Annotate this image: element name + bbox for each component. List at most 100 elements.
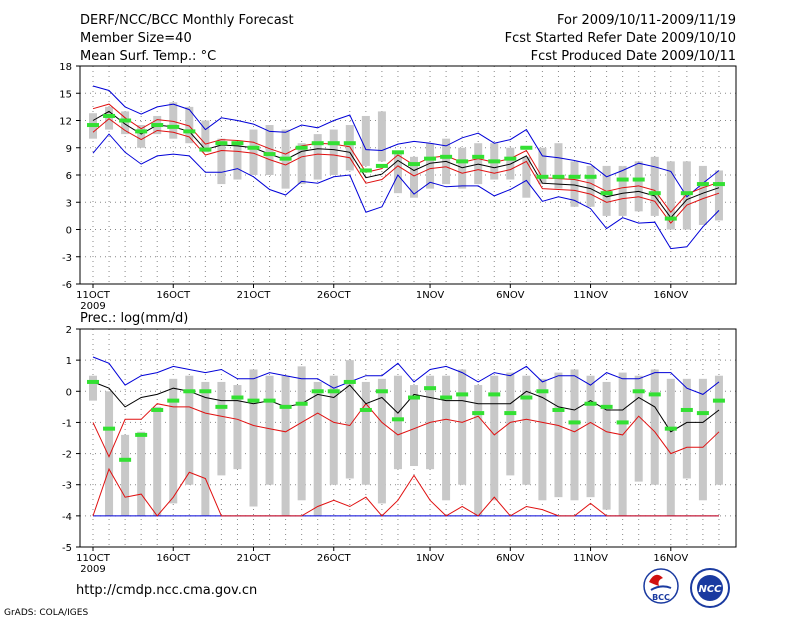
- ensemble-box: [682, 378, 691, 479]
- started-date: Fcst Started Refer Date 2009/10/10: [505, 31, 736, 46]
- green-mark: [696, 182, 709, 187]
- green-mark: [215, 141, 228, 146]
- green-mark: [664, 216, 677, 221]
- y-tick-label: 0: [66, 226, 72, 237]
- green-mark: [456, 392, 469, 397]
- ensemble-box: [313, 134, 322, 180]
- ensemble-box: [297, 143, 306, 185]
- plot-frame: [79, 328, 737, 548]
- green-mark: [472, 411, 485, 416]
- precip-variable-label: Prec.: log(mm/d): [80, 311, 188, 326]
- green-mark: [391, 150, 404, 155]
- x-tick-label: 1NOV: [416, 290, 445, 301]
- ensemble-box: [522, 375, 531, 485]
- ncc-logo-text: NCC: [698, 584, 722, 595]
- green-mark: [215, 404, 228, 409]
- upper-bound-line: [92, 103, 720, 213]
- x-tick-label: 11OCT: [76, 553, 111, 564]
- ensemble-box: [89, 375, 97, 401]
- ensemble-box: [682, 161, 691, 230]
- green-mark: [231, 395, 244, 400]
- green-mark: [375, 163, 388, 168]
- ensemble-box: [602, 381, 611, 510]
- green-mark: [520, 145, 533, 150]
- green-mark: [167, 124, 180, 129]
- y-tick-label: 18: [59, 62, 72, 73]
- ensemble-box: [105, 391, 114, 516]
- ensemble-box: [554, 372, 563, 498]
- ensemble-box: [522, 156, 531, 198]
- ensemble-mean-line: [92, 110, 720, 219]
- ensemble-box: [458, 369, 467, 485]
- green-mark: [568, 174, 581, 179]
- ensemble-box: [137, 431, 146, 516]
- lower-bound-line: [92, 118, 720, 224]
- ensemble-box: [554, 143, 563, 189]
- ensemble-box: [474, 385, 483, 516]
- ensemble-box: [570, 369, 579, 501]
- green-mark: [199, 147, 212, 152]
- ensemble-min-line: [92, 133, 720, 250]
- green-mark: [327, 389, 340, 394]
- y-tick-label: 3: [66, 198, 72, 209]
- green-mark: [135, 129, 148, 134]
- y-tick-label: 15: [59, 89, 72, 100]
- ensemble-box: [650, 369, 659, 485]
- y-tick-label: 2: [66, 325, 72, 336]
- member-size-label: Member Size=40: [80, 31, 192, 46]
- green-mark: [311, 141, 324, 146]
- green-mark: [424, 156, 437, 161]
- green-mark: [664, 426, 677, 431]
- ensemble-box: [121, 434, 130, 516]
- green-mark: [167, 398, 180, 403]
- bcc-logo: BCC: [643, 568, 679, 604]
- figure-title: DERF/NCC/BCC Monthly Forecast: [80, 13, 294, 28]
- green-mark: [279, 156, 292, 161]
- ensemble-box: [666, 161, 675, 230]
- green-mark: [472, 154, 485, 159]
- ensemble-box: [201, 381, 210, 516]
- green-mark: [119, 118, 132, 123]
- ensemble-box: [169, 102, 178, 139]
- y-tick-label: 6: [66, 171, 72, 182]
- x-tick-label: 21OCT: [237, 290, 272, 301]
- green-mark: [151, 123, 164, 128]
- x-tick-label: 6NOV: [496, 290, 525, 301]
- green-mark: [87, 123, 99, 128]
- ensemble-box: [618, 165, 627, 216]
- ensemble-box: [233, 143, 242, 180]
- x-tick-label: 11NOV: [573, 553, 608, 564]
- green-mark: [552, 407, 565, 412]
- green-mark: [119, 457, 132, 462]
- ensemble-max-line: [92, 356, 720, 395]
- x-year-label: 2009: [80, 564, 105, 575]
- ensemble-box: [538, 147, 547, 185]
- green-mark: [520, 395, 533, 400]
- ensemble-box: [281, 375, 290, 516]
- y-tick-label: -5: [62, 543, 72, 554]
- ensemble-mean-line: [92, 381, 720, 433]
- ensemble-box: [361, 381, 370, 485]
- green-mark: [183, 129, 196, 134]
- ensemble-box: [490, 375, 499, 501]
- y-tick-label: -1: [62, 418, 72, 429]
- lower-bound-line: [92, 467, 719, 517]
- x-tick-label: 26OCT: [317, 290, 352, 301]
- y-tick-label: 0: [66, 387, 72, 398]
- ensemble-box: [217, 381, 226, 476]
- footer-url[interactable]: http://cmdp.ncc.cma.gov.cn: [76, 583, 257, 598]
- green-mark: [680, 407, 693, 412]
- green-mark: [648, 191, 661, 196]
- x-tick-label: 16OCT: [156, 290, 191, 301]
- green-mark: [536, 389, 549, 394]
- y-tick-label: -2: [62, 450, 72, 461]
- ensemble-box: [393, 152, 402, 194]
- ensemble-box: [265, 125, 274, 175]
- ensemble-box: [714, 170, 723, 221]
- ensemble-box: [698, 165, 707, 225]
- green-mark: [135, 432, 148, 437]
- green-mark: [295, 401, 308, 406]
- green-mark: [359, 168, 372, 173]
- ensemble-box: [185, 375, 194, 485]
- green-mark: [584, 401, 597, 406]
